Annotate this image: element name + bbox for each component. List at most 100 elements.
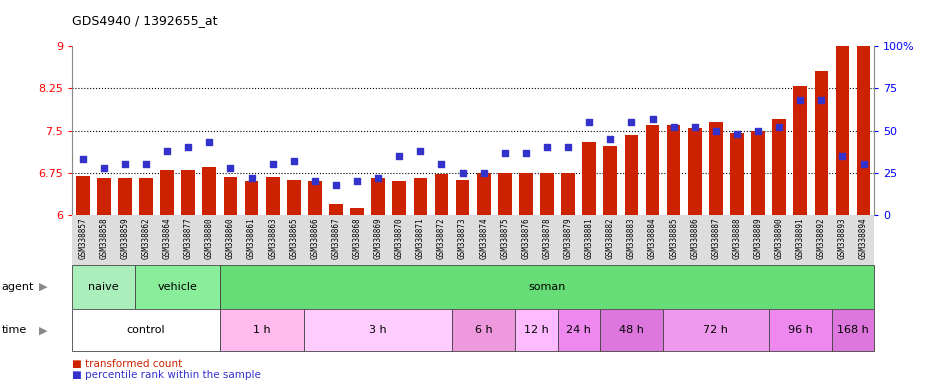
Bar (265, 177, 279, 215)
Bar (515, 309, 558, 351)
Point (392, 153, 407, 159)
Point (582, 119, 597, 125)
Text: ▶: ▶ (39, 325, 47, 335)
Bar (203, 167, 216, 215)
Text: 12 h: 12 h (524, 325, 549, 335)
Text: GSM338868: GSM338868 (352, 217, 362, 259)
Text: GSM338874: GSM338874 (479, 217, 488, 259)
Text: GSM338884: GSM338884 (648, 217, 657, 259)
Bar (519, 173, 533, 215)
Point (455, 170, 470, 176)
Point (603, 136, 618, 142)
Text: GSM338889: GSM338889 (754, 217, 762, 259)
Point (434, 161, 449, 167)
Bar (413, 179, 427, 215)
Point (265, 161, 280, 167)
Text: GSM338881: GSM338881 (585, 217, 594, 259)
Point (814, 97, 829, 103)
Text: ▶: ▶ (39, 282, 47, 292)
Bar (667, 125, 681, 215)
Point (857, 161, 871, 167)
Bar (224, 177, 238, 215)
Point (498, 149, 512, 156)
Point (835, 153, 850, 159)
Point (561, 144, 575, 151)
Bar (220, 309, 304, 351)
Point (624, 119, 639, 125)
Text: GSM338893: GSM338893 (838, 217, 847, 259)
Point (771, 124, 786, 130)
Bar (624, 135, 638, 215)
Point (160, 148, 175, 154)
Text: GSM338873: GSM338873 (458, 217, 467, 259)
Point (287, 158, 302, 164)
Text: GSM338860: GSM338860 (226, 217, 235, 259)
Bar (76, 175, 90, 215)
Text: vehicle: vehicle (158, 282, 198, 292)
Bar (603, 146, 617, 215)
Bar (646, 125, 660, 215)
Point (307, 178, 322, 184)
Text: GSM338883: GSM338883 (627, 217, 635, 259)
Point (75, 156, 90, 162)
Text: GSM338871: GSM338871 (416, 217, 425, 259)
Bar (452, 309, 515, 351)
Bar (245, 181, 258, 215)
Point (350, 178, 364, 184)
Text: 48 h: 48 h (619, 325, 644, 335)
Point (117, 161, 132, 167)
Text: GSM338886: GSM338886 (690, 217, 699, 259)
Text: GSM338866: GSM338866 (311, 217, 319, 259)
Bar (181, 170, 195, 215)
Bar (815, 71, 828, 215)
Bar (351, 208, 364, 215)
Point (645, 116, 660, 122)
Bar (160, 170, 174, 215)
Point (223, 165, 238, 171)
Point (519, 149, 534, 156)
Bar (72, 265, 135, 309)
Bar (663, 309, 769, 351)
Text: GDS4940 / 1392655_at: GDS4940 / 1392655_at (72, 14, 217, 27)
Text: ■ transformed count: ■ transformed count (72, 359, 182, 369)
Text: GSM338894: GSM338894 (859, 217, 868, 259)
Point (539, 144, 554, 151)
Bar (308, 181, 322, 215)
Text: GSM338864: GSM338864 (163, 217, 172, 259)
Bar (561, 173, 575, 215)
Bar (540, 173, 554, 215)
Bar (857, 46, 870, 215)
Bar (220, 265, 874, 309)
Bar (329, 204, 343, 215)
Bar (751, 131, 765, 215)
Text: 24 h: 24 h (566, 325, 591, 335)
Text: control: control (127, 325, 166, 335)
Text: GSM338880: GSM338880 (204, 217, 214, 259)
Bar (287, 180, 301, 215)
Text: GSM338891: GSM338891 (796, 217, 805, 259)
Text: GSM338892: GSM338892 (817, 217, 826, 259)
Bar (435, 174, 449, 215)
Point (751, 127, 766, 134)
Text: 96 h: 96 h (788, 325, 813, 335)
Point (180, 144, 195, 151)
Text: time: time (2, 325, 27, 335)
Bar (371, 179, 385, 215)
Point (793, 97, 808, 103)
Text: GSM338858: GSM338858 (99, 217, 108, 259)
Text: GSM338885: GSM338885 (669, 217, 678, 259)
Text: 3 h: 3 h (369, 325, 387, 335)
Text: GSM338877: GSM338877 (184, 217, 192, 259)
Text: GSM338875: GSM338875 (500, 217, 510, 259)
Text: GSM338869: GSM338869 (374, 217, 383, 259)
Bar (456, 180, 470, 215)
Point (244, 175, 259, 181)
Bar (139, 179, 153, 215)
Text: GSM338876: GSM338876 (522, 217, 530, 259)
Text: GSM338865: GSM338865 (290, 217, 298, 259)
Bar (688, 128, 701, 215)
Point (413, 148, 427, 154)
Text: agent: agent (2, 282, 34, 292)
Text: GSM338867: GSM338867 (331, 217, 340, 259)
Bar (97, 179, 111, 215)
